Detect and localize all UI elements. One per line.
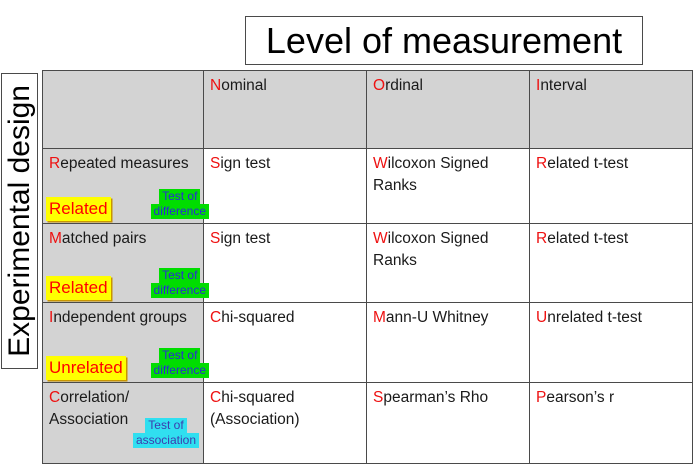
test-of-association-badge: Test of association — [132, 418, 199, 448]
cell-first-letter: R — [536, 230, 548, 247]
related-tag: Related — [46, 275, 111, 300]
data-cell-r3c1: Spearman’s Rho — [367, 383, 530, 463]
col-header-nominal: Nominal — [204, 71, 367, 149]
badge-line: Test of — [159, 189, 201, 204]
test-of-difference-badge: Test of difference — [150, 268, 209, 298]
cell-text: ilcoxon Signed Ranks — [373, 230, 489, 269]
row-label-text: epeated measures — [60, 155, 189, 172]
related-tag: Related — [46, 196, 111, 221]
row-label-text: orrelation/ Association — [49, 389, 130, 428]
cell-first-letter: P — [536, 389, 547, 406]
data-cell-r0c0: Sign test — [204, 149, 367, 224]
data-cell-r0c1: Wilcoxon Signed Ranks — [367, 149, 530, 224]
data-cell-r2c1: Mann-U Whitney — [367, 303, 530, 383]
title-box: Level of measurement — [245, 16, 643, 65]
cell-text: ign test — [220, 230, 271, 247]
cell-text: ann-U Whitney — [385, 309, 489, 326]
row-label-text: ndependent groups — [53, 309, 187, 326]
col-header-label: nterval — [540, 77, 587, 94]
unrelated-tag: Unrelated — [46, 355, 126, 380]
row-label-first-letter: I — [49, 309, 54, 326]
cell-first-letter: U — [536, 309, 548, 326]
cell-text: hi-squared — [221, 309, 295, 326]
row-label-independent-groups: Independent groups Unrelated Test of dif… — [43, 303, 209, 383]
cell-first-letter: S — [210, 230, 221, 247]
badge-line: difference — [150, 363, 209, 378]
col-header-first-letter: I — [536, 77, 541, 94]
col-header-interval: Interval — [530, 71, 692, 149]
badge-line: difference — [150, 204, 209, 219]
badge-line: difference — [150, 283, 209, 298]
side-label: Experimental design — [2, 85, 36, 357]
data-cell-r2c0: Chi-squared — [204, 303, 367, 383]
row-label-first-letter: R — [49, 155, 61, 172]
cell-first-letter: W — [373, 155, 388, 172]
cell-first-letter: S — [210, 155, 221, 172]
cell-text: pearman’s Rho — [383, 389, 489, 406]
cell-text: elated t-test — [547, 155, 629, 172]
data-cell-r0c2: Related t-test — [530, 149, 692, 224]
row-label-repeated-measures: Repeated measures Related Test of differ… — [43, 149, 209, 224]
page-title: Level of measurement — [265, 19, 623, 61]
row-label-text: atched pairs — [61, 230, 147, 247]
cell-first-letter: S — [373, 389, 384, 406]
col-header-first-letter: O — [373, 77, 386, 94]
col-header-first-letter: N — [210, 77, 222, 94]
row-label-correlation-association: Correlation/ Association Test of associa… — [43, 383, 204, 463]
col-header-ordinal: Ordinal — [367, 71, 530, 149]
cell-text: elated t-test — [547, 230, 629, 247]
corner-cell — [43, 71, 204, 149]
badge-line: Test of — [159, 348, 201, 363]
cell-text: ilcoxon Signed Ranks — [373, 155, 489, 194]
data-cell-r1c2: Related t-test — [530, 224, 692, 303]
cell-text: nrelated t-test — [547, 309, 642, 326]
test-of-difference-badge: Test of difference — [150, 348, 209, 378]
row-label-first-letter: M — [49, 230, 62, 247]
badge-line: Test of — [145, 418, 187, 433]
data-cell-r3c0: Chi-squared (Association) — [204, 383, 367, 463]
stats-table: Nominal Ordinal Interval Repeated measur… — [42, 70, 693, 464]
test-of-difference-badge: Test of difference — [150, 189, 209, 219]
badge-line: association — [132, 433, 199, 448]
cell-first-letter: W — [373, 230, 388, 247]
data-cell-r1c0: Sign test — [204, 224, 367, 303]
row-label-matched-pairs: Matched pairs Related Test of difference — [43, 224, 209, 303]
cell-first-letter: C — [210, 309, 222, 326]
side-label-box: Experimental design — [1, 73, 38, 369]
data-cell-r2c2: Unrelated t-test — [530, 303, 692, 383]
cell-first-letter: R — [536, 155, 548, 172]
cell-text: ign test — [220, 155, 271, 172]
cell-first-letter: C — [210, 389, 222, 406]
col-header-label: ominal — [221, 77, 267, 94]
data-cell-r1c1: Wilcoxon Signed Ranks — [367, 224, 530, 303]
cell-first-letter: M — [373, 309, 386, 326]
col-header-label: rdinal — [385, 77, 423, 94]
data-cell-r3c2: Pearson’s r — [530, 383, 692, 463]
cell-text: earson’s r — [546, 389, 615, 406]
cell-text: hi-squared (Association) — [210, 389, 300, 428]
row-label-first-letter: C — [49, 389, 61, 406]
badge-line: Test of — [159, 268, 201, 283]
